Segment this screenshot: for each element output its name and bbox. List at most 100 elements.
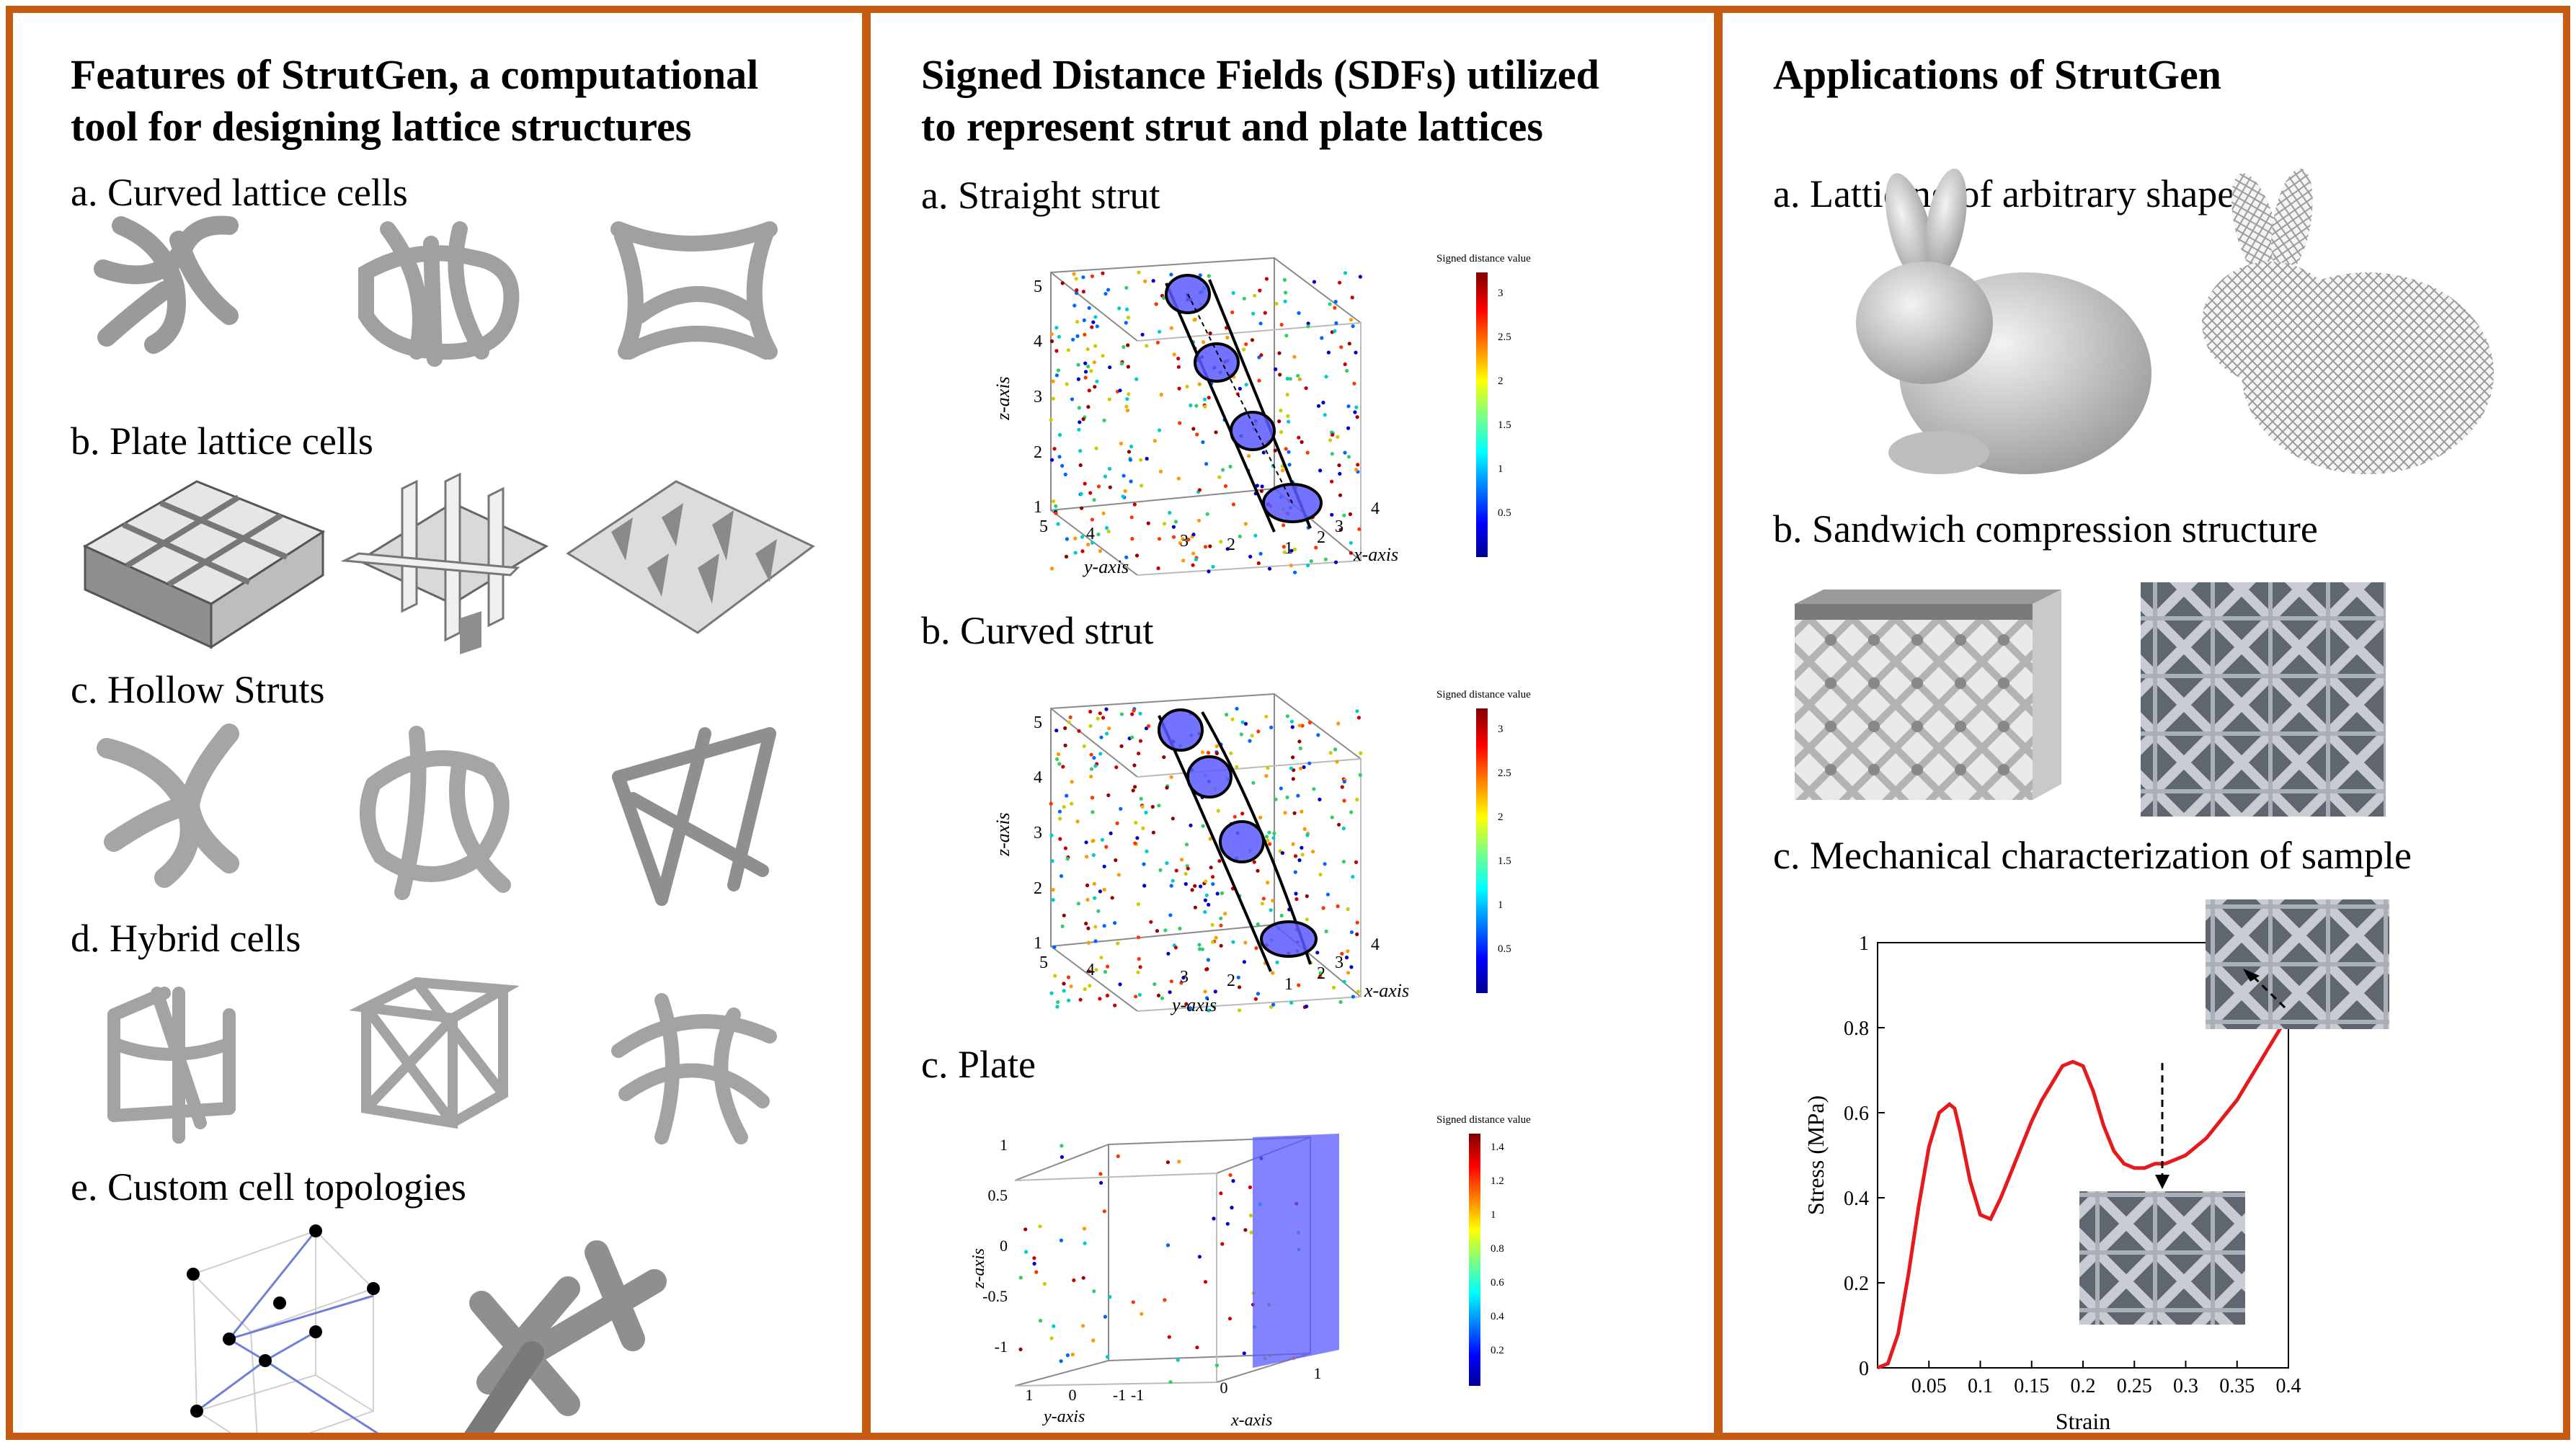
sdf-sample-point xyxy=(1220,891,1225,895)
sdf-sample-point xyxy=(1316,733,1320,737)
sdf-sample-point xyxy=(1211,882,1215,886)
custom-topology-diagram xyxy=(187,1224,380,1433)
sdf-sample-point xyxy=(1102,887,1106,891)
sdf-sample-point xyxy=(1062,989,1066,993)
sdf-sample-point xyxy=(1134,553,1140,558)
custom-topology-rendering xyxy=(464,1240,667,1433)
sdf-sample-point xyxy=(1235,706,1239,711)
sdf-sample-point xyxy=(1230,1206,1234,1210)
sdf-sample-point xyxy=(1137,270,1141,275)
sdf-sample-point xyxy=(1132,502,1137,507)
sdf-sample-point xyxy=(1267,830,1271,835)
sdf-sample-point xyxy=(1083,481,1087,486)
sdf-sample-point xyxy=(1106,288,1111,292)
sdf-sample-point xyxy=(1263,311,1267,315)
sdf-sample-point xyxy=(1083,361,1088,365)
sdf-sample-point xyxy=(1306,321,1310,326)
sdf-sample-point xyxy=(1211,564,1215,569)
sdf-sample-point xyxy=(1185,384,1189,389)
sdf-sample-point xyxy=(1126,365,1130,369)
sdf-sample-point xyxy=(1315,951,1320,955)
sdf-sample-point xyxy=(1070,397,1075,401)
sdf-sample-point xyxy=(1252,860,1256,864)
sdf-sample-point xyxy=(1191,551,1196,556)
sdf-sample-point xyxy=(1098,548,1103,553)
sdf-sample-point xyxy=(1248,1185,1253,1190)
sdf-sample-point xyxy=(1285,376,1289,381)
sdf-sample-point xyxy=(1113,921,1117,925)
sdf-sample-point xyxy=(1127,392,1131,396)
sdf-sample-point xyxy=(1131,1300,1135,1304)
sdf-sample-point xyxy=(1067,998,1071,1002)
arrow-head-mid xyxy=(2155,1175,2169,1189)
sdf-sample-point xyxy=(1190,888,1194,892)
sdf-sample-point xyxy=(1059,1238,1063,1242)
sdf-sample-point xyxy=(1151,830,1155,835)
sdf-sample-point xyxy=(1225,335,1230,340)
sdf-sample-point xyxy=(1176,356,1181,361)
sdf-sample-point xyxy=(1116,873,1121,877)
sdf-sample-point xyxy=(1248,554,1253,559)
y-tick-label: 1 xyxy=(1859,933,1869,955)
sdf-sample-point xyxy=(1166,951,1171,956)
sdf-sample-point xyxy=(1337,463,1341,468)
sdf-sample-point xyxy=(1286,414,1290,419)
sdf-sample-point xyxy=(1054,729,1059,733)
x-tick-label: 0.1 xyxy=(1968,1375,1993,1397)
sdf-sample-point xyxy=(1057,809,1062,814)
sdf-sample-point xyxy=(1119,441,1124,446)
sdf-sample-point xyxy=(1302,765,1306,770)
sdf-sample-point xyxy=(1305,917,1309,922)
sdf-sample-point xyxy=(1101,716,1106,720)
colorbar-a xyxy=(1476,272,1488,557)
sdf-sample-point xyxy=(1078,449,1083,453)
sdf-sample-point xyxy=(1204,879,1208,884)
sdf-sample-point xyxy=(1271,836,1276,840)
sdf-sample-point xyxy=(1194,557,1198,561)
sdf-sample-point xyxy=(1099,735,1103,739)
sdf-sample-point xyxy=(1032,1261,1036,1266)
sdf-sample-point xyxy=(1165,861,1169,866)
sdf-title-line2: to represent strut and plate lattices xyxy=(921,103,1543,150)
sdf-sample-point xyxy=(1096,484,1101,489)
sdf-sample-point xyxy=(1132,708,1136,713)
sdf-sample-point xyxy=(1174,868,1178,873)
sdf-sample-point xyxy=(1271,899,1275,903)
sdf-sample-point xyxy=(1119,806,1123,811)
sdf-sample-point xyxy=(1229,751,1233,755)
sdf-sample-point xyxy=(1292,355,1297,359)
sdf-sample-point xyxy=(1102,1209,1106,1214)
sdf-sample-point xyxy=(1269,908,1273,912)
y-tick: -1 xyxy=(1113,1386,1126,1404)
sdf-sample-point xyxy=(1060,463,1065,468)
x-tick: 3 xyxy=(1335,517,1343,536)
z-tick: 0 xyxy=(1000,1237,1008,1255)
x-tick: 4 xyxy=(1371,499,1380,518)
sdf-sample-point xyxy=(1264,714,1269,719)
sdf-sample-point xyxy=(1321,401,1325,405)
sdf-sample-point xyxy=(1279,430,1284,435)
colorbar-title-c: Signed distance value xyxy=(1436,1114,1531,1126)
sdf-sample-point xyxy=(1049,418,1053,422)
sdf-sample-point xyxy=(1134,821,1138,825)
sdf-sample-point xyxy=(1060,281,1065,285)
sdf-sample-point xyxy=(1256,922,1260,927)
sdf-sample-point xyxy=(1285,714,1289,719)
sdf-sample-point xyxy=(1099,956,1103,960)
sdf-sample-point xyxy=(1219,923,1223,928)
sdf-sample-point xyxy=(1356,989,1361,994)
sdf-sample-point xyxy=(1268,842,1272,846)
sdf-sample-point xyxy=(1086,940,1091,945)
sdf-sample-point xyxy=(1325,892,1330,897)
z-axis-label-c: z-axis xyxy=(969,1248,988,1289)
features-panel: Features of StrutGen, a computational to… xyxy=(6,6,869,1440)
sdf-sample-point xyxy=(1125,397,1129,401)
sdf-sample-point xyxy=(1323,557,1328,561)
sdf-sample-point xyxy=(1349,965,1354,969)
sdf-sample-point xyxy=(1083,987,1087,992)
sdf-sample-point xyxy=(1057,455,1062,459)
sdf-sample-point xyxy=(1095,379,1099,383)
y-tick: 5 xyxy=(1039,517,1048,536)
sdf-sample-point xyxy=(1358,773,1362,777)
curved-cell-3 xyxy=(610,221,778,360)
